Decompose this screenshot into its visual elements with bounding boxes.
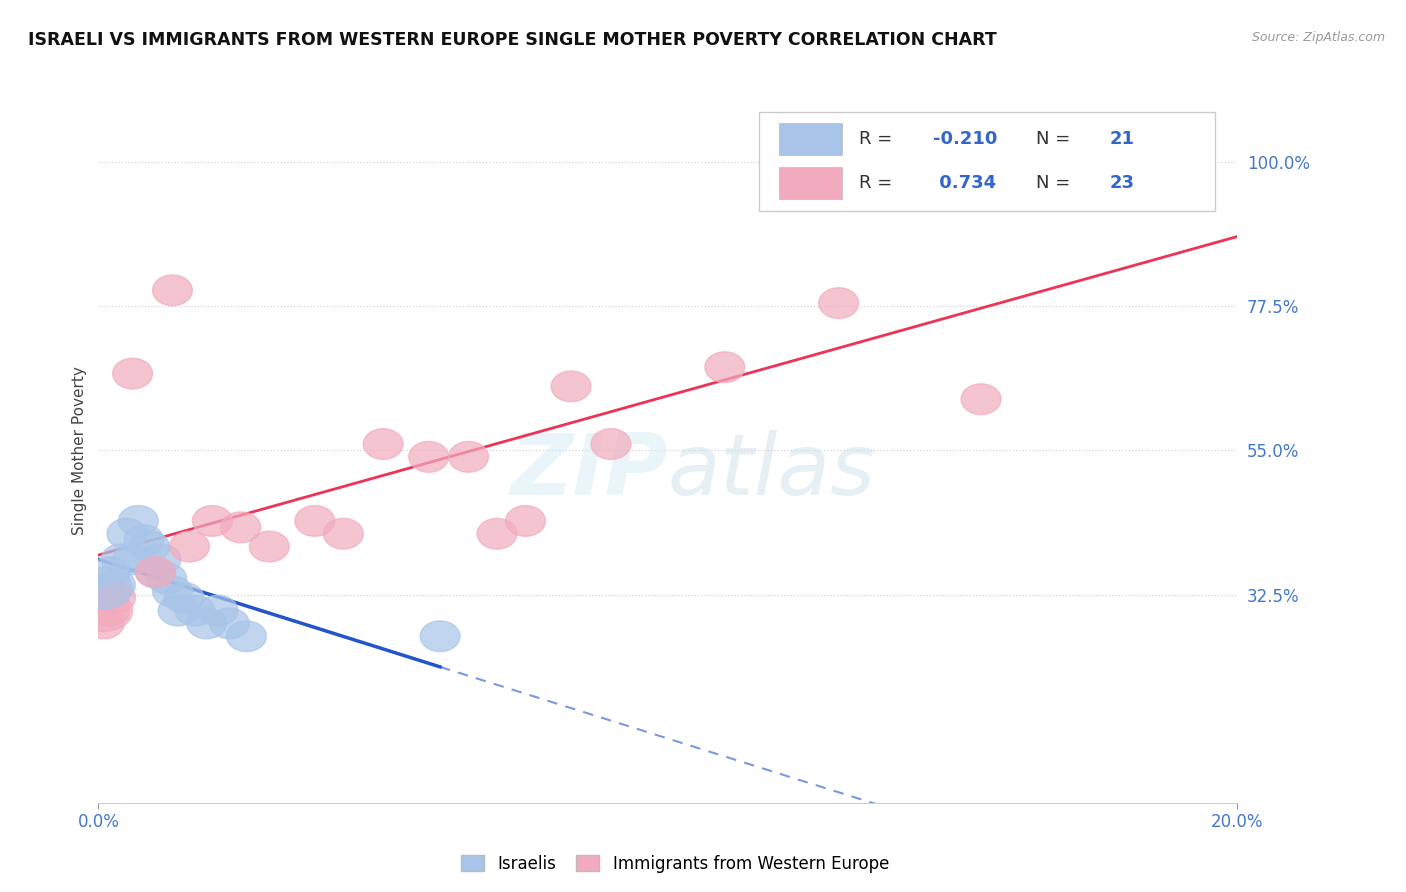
Text: 21: 21 xyxy=(1109,130,1135,148)
Text: atlas: atlas xyxy=(668,430,876,513)
FancyBboxPatch shape xyxy=(779,123,842,155)
Legend: Israelis, Immigrants from Western Europe: Israelis, Immigrants from Western Europe xyxy=(454,848,896,880)
Ellipse shape xyxy=(76,567,132,609)
Text: R =: R = xyxy=(859,174,898,192)
Text: Source: ZipAtlas.com: Source: ZipAtlas.com xyxy=(1251,31,1385,45)
Text: 0.734: 0.734 xyxy=(934,174,997,192)
Text: N =: N = xyxy=(1036,174,1076,192)
Text: -0.210: -0.210 xyxy=(934,130,998,148)
Text: ZIP: ZIP xyxy=(510,430,668,513)
Ellipse shape xyxy=(76,590,132,632)
FancyBboxPatch shape xyxy=(779,167,842,199)
Text: N =: N = xyxy=(1036,130,1076,148)
Text: ISRAELI VS IMMIGRANTS FROM WESTERN EUROPE SINGLE MOTHER POVERTY CORRELATION CHAR: ISRAELI VS IMMIGRANTS FROM WESTERN EUROP… xyxy=(28,31,997,49)
Y-axis label: Single Mother Poverty: Single Mother Poverty xyxy=(72,366,87,535)
Text: 23: 23 xyxy=(1109,174,1135,192)
Text: R =: R = xyxy=(859,130,898,148)
FancyBboxPatch shape xyxy=(759,112,1215,211)
